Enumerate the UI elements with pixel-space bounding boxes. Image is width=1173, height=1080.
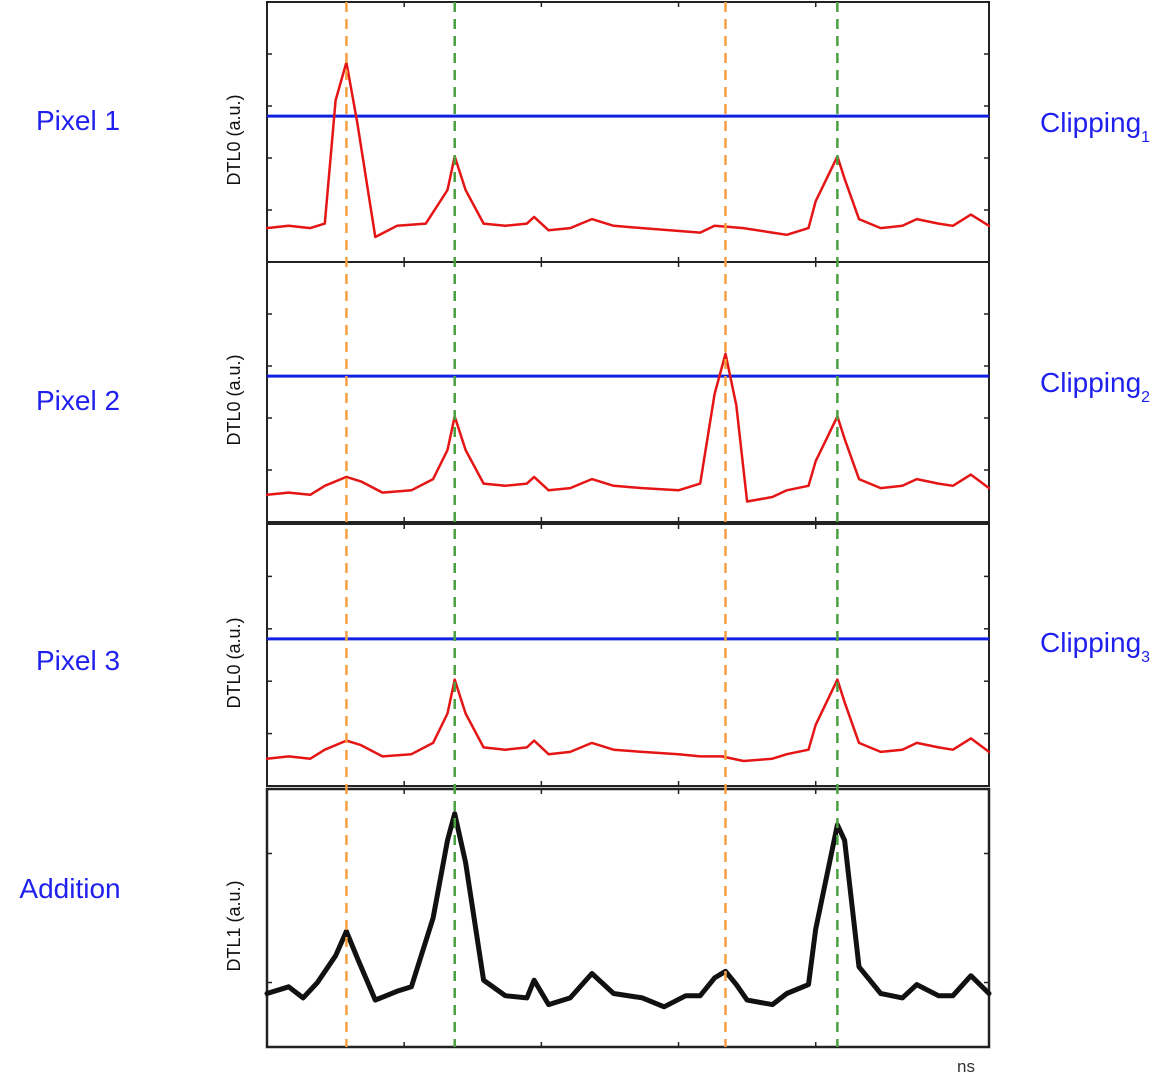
y-axis-label-1: DTL0 (a.u.): [224, 94, 244, 185]
addition-signal-line: [264, 811, 992, 1010]
labels-group: DTL0 (a.u.) Pixel 1 Clipping1 DTL0 (a.u.) Pi…: [19, 94, 1150, 971]
clipping-label-1: Clipping1: [1040, 107, 1150, 146]
marker-lines-group: [345, 2, 839, 1047]
y-axis-label-4: DTL1 (a.u.): [224, 880, 244, 971]
panel-frame-3: [266, 523, 990, 787]
panel-frame-1: [266, 1, 990, 263]
pixel-signal-line-1: [265, 61, 991, 239]
panel-frame-2: [266, 261, 990, 523]
y-axis-label-3: DTL0 (a.u.): [224, 617, 244, 708]
row-label-2: Pixel 2: [36, 385, 120, 416]
panel-frame-4: [265, 787, 991, 1049]
row-label-3: Pixel 3: [36, 645, 120, 676]
pixel-signal-line-2: [265, 352, 991, 503]
y-axis-label-2: DTL0 (a.u.): [224, 354, 244, 445]
x-unit-label: ns: [957, 1057, 975, 1076]
row-label-4: Addition: [19, 873, 120, 904]
clipping-label-2: Clipping2: [1040, 367, 1150, 406]
clipping-label-3: Clipping3: [1040, 627, 1150, 666]
panels-group: [264, 1, 992, 1049]
pixel-signal-line-3: [265, 678, 991, 763]
row-label-1: Pixel 1: [36, 105, 120, 136]
